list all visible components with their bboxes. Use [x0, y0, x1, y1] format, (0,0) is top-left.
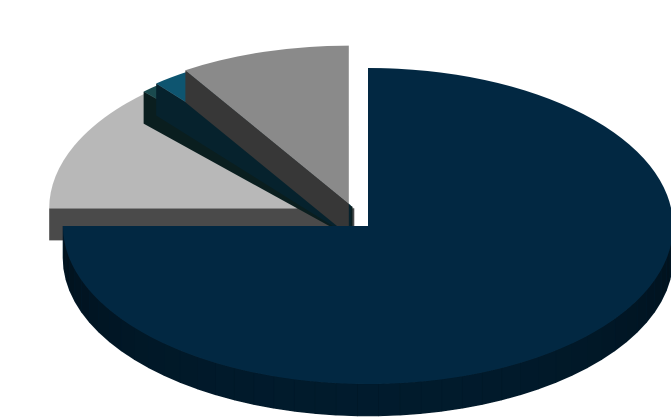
pie-slice-top	[185, 45, 349, 204]
pie-slice-side	[520, 356, 539, 396]
pie-slice-side	[461, 372, 483, 409]
pie-slice-side	[293, 378, 316, 414]
pie-slice-side	[197, 356, 216, 396]
pie-slice-side	[273, 375, 295, 412]
pie-slice-side	[253, 372, 275, 409]
pie-slice-side	[420, 378, 443, 414]
pie-slice-0	[62, 68, 671, 417]
pie-slice-side	[378, 382, 401, 417]
pie-slice-top	[63, 68, 671, 384]
pie-slice-side	[441, 375, 463, 412]
pie-slice-cut-face	[156, 83, 351, 238]
pie-slice-side	[481, 367, 503, 405]
pie-slice-side	[501, 362, 521, 401]
pie-slice-side	[179, 350, 198, 390]
pie-slice-side	[233, 367, 255, 405]
pie-slice-side	[399, 381, 422, 416]
pie-slice-side	[215, 362, 235, 401]
pie-slice-side	[335, 382, 358, 417]
pie-slice-side	[357, 383, 379, 417]
pie-slice-side	[314, 381, 337, 416]
pie-slice-side	[538, 350, 557, 390]
pie-slice-4	[185, 45, 349, 236]
pie-slice-cut-face	[185, 70, 349, 236]
